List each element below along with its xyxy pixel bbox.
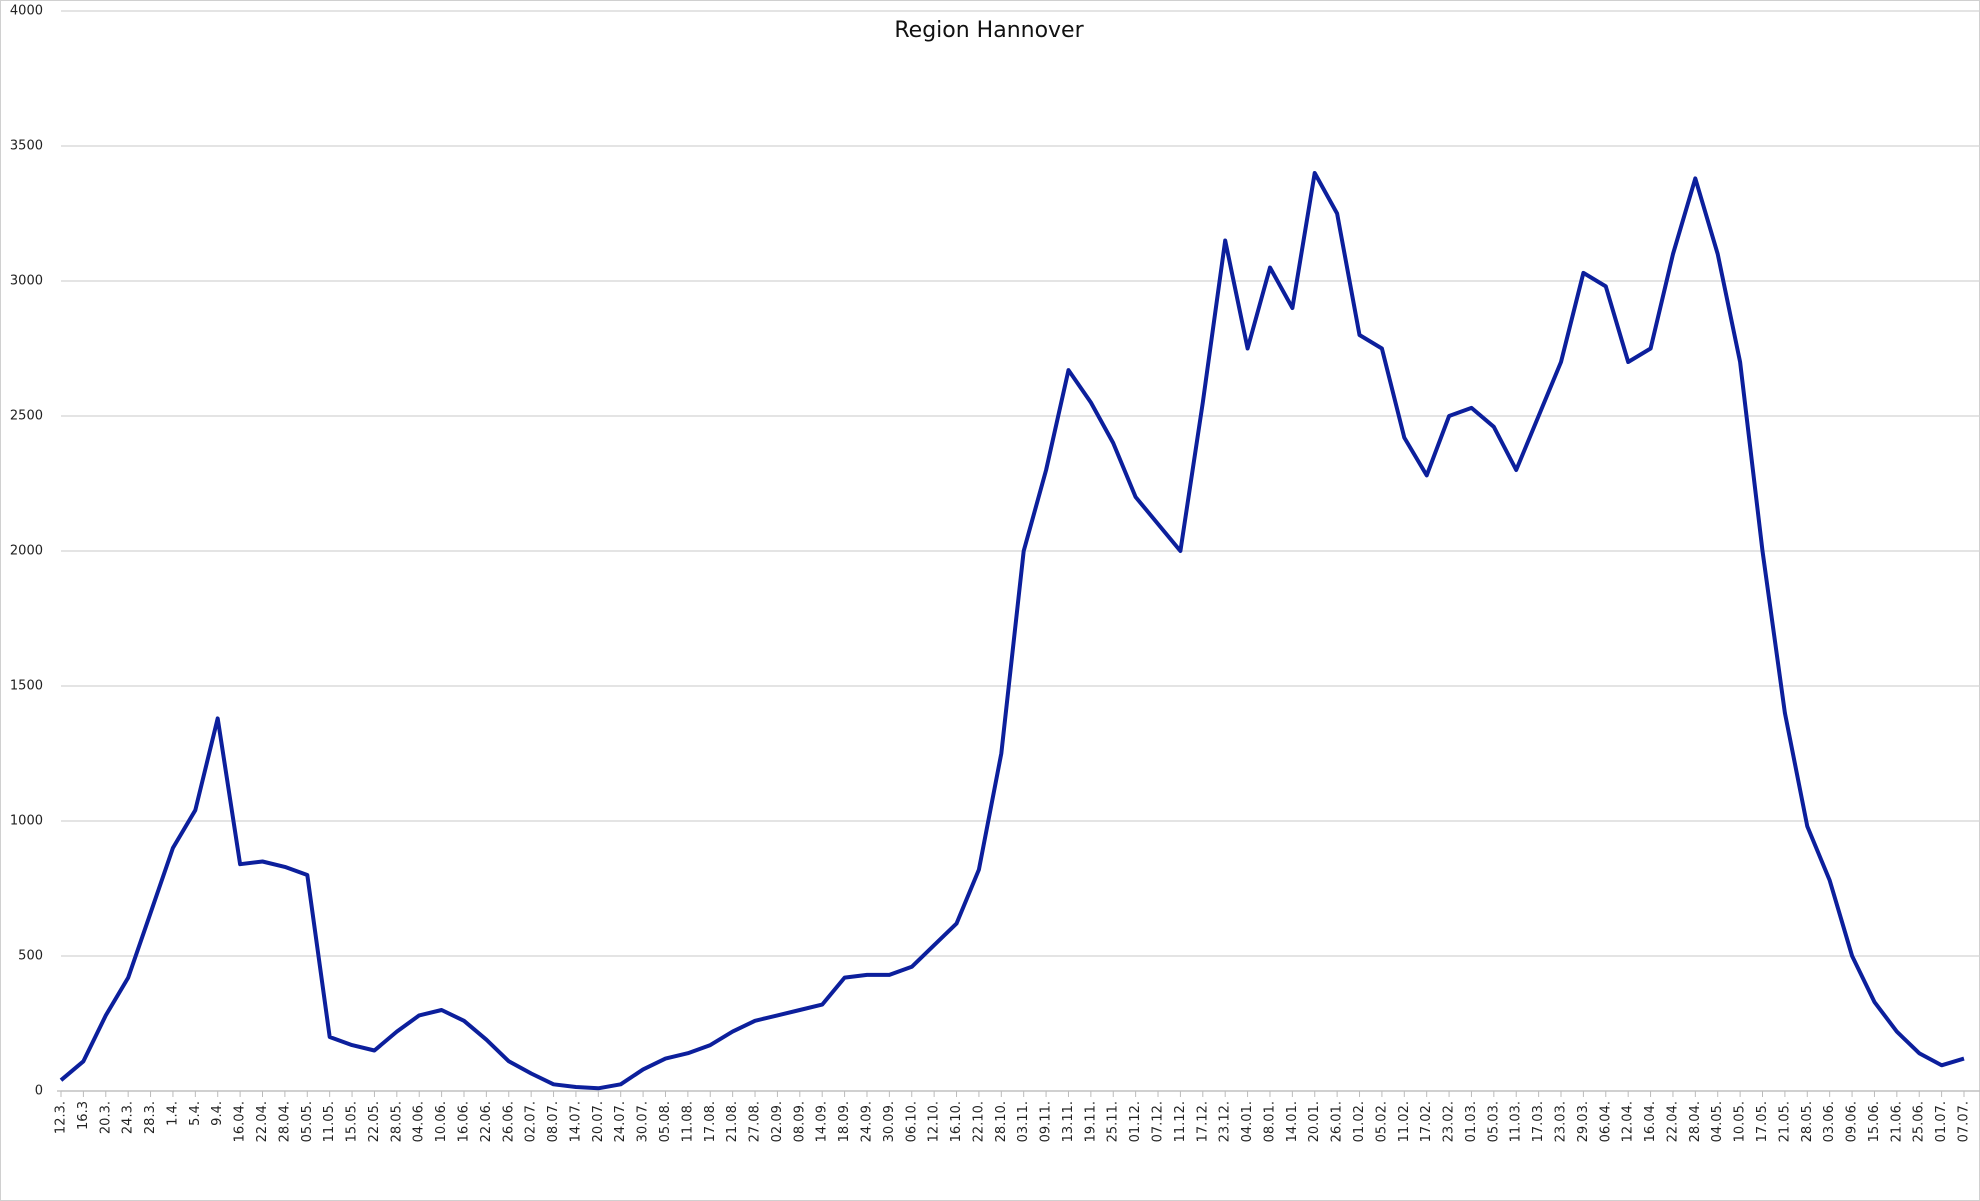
x-tick-label: 01.07. xyxy=(1934,1101,1949,1142)
x-tick-label: 16.3 xyxy=(76,1101,91,1130)
x-tick-label: 22.04. xyxy=(1665,1101,1680,1142)
x-tick-label: 22.05. xyxy=(367,1101,382,1142)
x-tick-label: 17.05. xyxy=(1755,1101,1770,1142)
x-tick-label: 9.4. xyxy=(210,1101,225,1126)
x-tick-label: 24.07. xyxy=(613,1101,628,1142)
x-tick-label: 16.04. xyxy=(233,1101,248,1142)
x-tick-label: 12.3. xyxy=(54,1101,69,1134)
x-tick-label: 15.05. xyxy=(345,1101,360,1142)
x-tick-label: 10.05. xyxy=(1733,1101,1748,1142)
x-tick-label: 04.05. xyxy=(1710,1101,1725,1142)
x-tick-label: 22.04. xyxy=(255,1101,270,1142)
x-tick-label: 27.08. xyxy=(748,1101,763,1142)
x-tick-label: 23.02. xyxy=(1442,1101,1457,1142)
x-tick-label: 5.4. xyxy=(188,1101,203,1126)
x-tick-label: 11.03. xyxy=(1509,1101,1524,1142)
x-tick-label: 01.12. xyxy=(1128,1101,1143,1142)
x-tick-label: 11.05. xyxy=(322,1101,337,1142)
y-tick-label: 3000 xyxy=(10,274,43,289)
x-tick-label: 02.07. xyxy=(524,1101,539,1142)
x-tick-label: 18.09. xyxy=(837,1101,852,1142)
chart-title: Region Hannover xyxy=(894,18,1084,43)
x-tick-label: 11.12. xyxy=(1173,1101,1188,1142)
x-tick-label: 1.4. xyxy=(165,1101,180,1126)
x-tick-label: 09.11. xyxy=(1039,1101,1054,1142)
x-tick-label: 26.01. xyxy=(1330,1101,1345,1142)
x-tick-label: 04.06. xyxy=(412,1101,427,1142)
x-tick-label: 09.06. xyxy=(1845,1101,1860,1142)
x-tick-label: 28.05. xyxy=(1800,1101,1815,1142)
x-tick-label: 21.06. xyxy=(1889,1101,1904,1142)
x-tick-label: 21.05. xyxy=(1777,1101,1792,1142)
x-tick-label: 07.12. xyxy=(1151,1101,1166,1142)
x-tick-label: 20.07. xyxy=(591,1101,606,1142)
x-tick-label: 14.07. xyxy=(568,1101,583,1142)
x-tick-label: 28.05. xyxy=(389,1101,404,1142)
x-tick-label: 24.3. xyxy=(121,1101,136,1134)
y-tick-label: 500 xyxy=(18,949,43,964)
x-tick-label: 05.03. xyxy=(1486,1101,1501,1142)
x-tick-label: 15.06. xyxy=(1867,1101,1882,1142)
x-tick-label: 30.09. xyxy=(882,1101,897,1142)
x-tick-label: 19.11. xyxy=(1083,1101,1098,1142)
x-tick-label: 20.3. xyxy=(98,1101,113,1134)
x-tick-label: 06.10. xyxy=(904,1101,919,1142)
x-tick-label: 08.09. xyxy=(792,1101,807,1142)
y-tick-label: 1500 xyxy=(10,679,43,694)
x-tick-label: 12.10. xyxy=(927,1101,942,1142)
line-series xyxy=(59,171,1965,1091)
x-tick-label: 01.03. xyxy=(1464,1101,1479,1142)
x-tick-label: 16.04. xyxy=(1643,1101,1658,1142)
x-tick-label: 24.09. xyxy=(859,1101,874,1142)
x-tick-label: 17.02. xyxy=(1419,1101,1434,1142)
x-tick-label: 03.11. xyxy=(1016,1101,1031,1142)
y-tick-label: 3500 xyxy=(10,139,43,154)
x-tick-label: 02.09. xyxy=(770,1101,785,1142)
x-tick-label: 25.06. xyxy=(1912,1101,1927,1142)
x-tick-label: 13.11. xyxy=(1061,1101,1076,1142)
x-tick-label: 22.06. xyxy=(479,1101,494,1142)
x-tick-label: 29.03. xyxy=(1576,1101,1591,1142)
x-tick-label: 28.3. xyxy=(143,1101,158,1134)
x-tick-label: 23.03. xyxy=(1554,1101,1569,1142)
x-tick-label: 08.07. xyxy=(546,1101,561,1142)
x-tick-label: 05.05. xyxy=(300,1101,315,1142)
x-tick-label: 05.02. xyxy=(1374,1101,1389,1142)
x-tick-label: 04.01. xyxy=(1240,1101,1255,1142)
y-tick-label: 0 xyxy=(35,1084,43,1099)
x-tick-label: 16.10. xyxy=(949,1101,964,1142)
x-tick-label: 28.10. xyxy=(994,1101,1009,1142)
x-tick-label: 21.08. xyxy=(725,1101,740,1142)
y-tick-label: 2500 xyxy=(10,409,43,424)
y-tick-label: 2000 xyxy=(10,544,43,559)
x-tick-label: 07.07. xyxy=(1957,1101,1972,1142)
y-tick-label: 4000 xyxy=(10,4,43,19)
x-tick-label: 30.07. xyxy=(636,1101,651,1142)
x-tick-label: 03.06. xyxy=(1822,1101,1837,1142)
x-tick-label: 17.03. xyxy=(1531,1101,1546,1142)
x-tick-label: 28.04. xyxy=(277,1101,292,1142)
x-tick-label: 10.06. xyxy=(434,1101,449,1142)
x-tick-label: 26.06. xyxy=(501,1101,516,1142)
x-tick-label: 17.08. xyxy=(703,1101,718,1142)
x-tick-label: 01.02. xyxy=(1352,1101,1367,1142)
x-tick-label: 08.01. xyxy=(1262,1101,1277,1142)
x-tick-label: 17.12. xyxy=(1195,1101,1210,1142)
x-tick-label: 05.08. xyxy=(658,1101,673,1142)
y-tick-label: 1000 xyxy=(10,814,43,829)
x-tick-label: 14.01. xyxy=(1285,1101,1300,1142)
x-tick-label: 11.02. xyxy=(1397,1101,1412,1142)
x-tick-label: 20.01. xyxy=(1307,1101,1322,1142)
x-tick-label: 16.06. xyxy=(456,1101,471,1142)
x-tick-label: 12.04. xyxy=(1621,1101,1636,1142)
x-tick-label: 28.04. xyxy=(1688,1101,1703,1142)
x-tick-label: 14.09. xyxy=(815,1101,830,1142)
x-tick-label: 06.04. xyxy=(1598,1101,1613,1142)
x-tick-label: 11.08. xyxy=(680,1101,695,1142)
x-tick-label: 22.10. xyxy=(971,1101,986,1142)
x-tick-label: 25.11. xyxy=(1106,1101,1121,1142)
x-tick-label: 23.12. xyxy=(1218,1101,1233,1142)
